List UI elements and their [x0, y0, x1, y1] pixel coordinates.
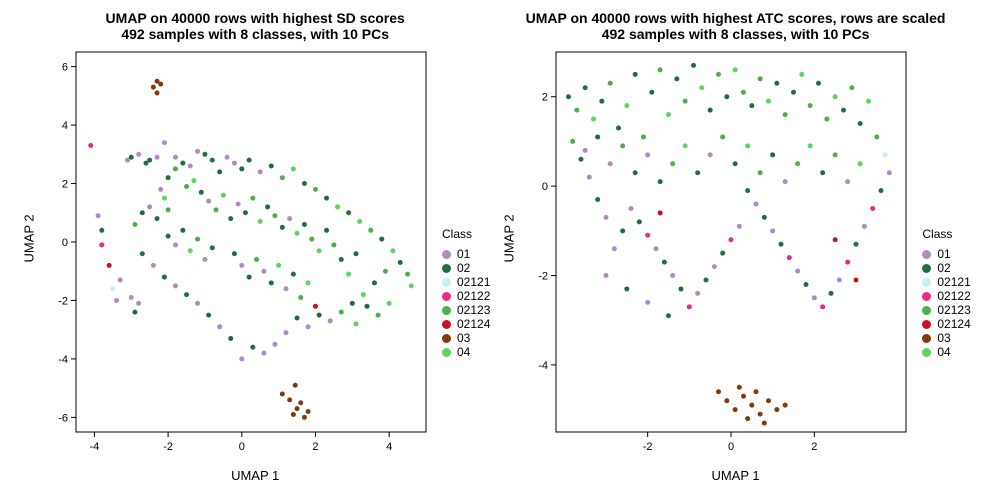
- legend-dot-icon: [922, 348, 931, 357]
- svg-text:4: 4: [386, 441, 392, 453]
- legend-item-02123: 02123: [922, 303, 970, 317]
- legend-item-03: 03: [442, 331, 490, 345]
- legend-item-04: 04: [922, 345, 970, 359]
- chart2-title-line1: UMAP on 40000 rows with highest ATC scor…: [526, 10, 946, 26]
- svg-text:-2: -2: [643, 441, 653, 453]
- svg-text:-2: -2: [539, 271, 549, 283]
- svg-text:0: 0: [239, 441, 245, 453]
- legend-label: 04: [937, 345, 950, 359]
- svg-text:4: 4: [62, 120, 68, 132]
- legend-dot-icon: [922, 264, 931, 273]
- legend-item-01: 01: [442, 247, 490, 261]
- legend-dot-icon: [442, 334, 451, 343]
- svg-text:2: 2: [62, 179, 68, 191]
- svg-text:-4: -4: [90, 441, 100, 453]
- legend-item-02121: 02121: [442, 275, 490, 289]
- chart2-title: UMAP on 40000 rows with highest ATC scor…: [526, 10, 946, 42]
- chart2-title-line2: 492 samples with 8 classes, with 10 PCs: [526, 26, 946, 42]
- legend-dot-icon: [922, 306, 931, 315]
- legend-label: 01: [457, 247, 470, 261]
- legend-item-02: 02: [442, 261, 490, 275]
- legend-label: 02: [937, 261, 950, 275]
- svg-text:6: 6: [62, 62, 68, 74]
- legend-item-03: 03: [922, 331, 970, 345]
- legend-dot-icon: [922, 320, 931, 329]
- legend-label: 02123: [457, 303, 490, 317]
- svg-text:-4: -4: [539, 360, 549, 372]
- legend-label: 02123: [937, 303, 970, 317]
- chart1-xlabel: UMAP 1: [231, 468, 279, 483]
- chart1-legend: Class 0102021210212202123021240304: [442, 147, 490, 359]
- legend-item-01: 01: [922, 247, 970, 261]
- legend-item-02122: 02122: [442, 289, 490, 303]
- svg-text:2: 2: [312, 441, 318, 453]
- legend-item-02122: 02122: [922, 289, 970, 303]
- chart1-title: UMAP on 40000 rows with highest SD score…: [106, 10, 405, 42]
- legend-label: 02121: [937, 275, 970, 289]
- legend-label: 02122: [937, 289, 970, 303]
- legend-label: 02122: [457, 289, 490, 303]
- legend-dot-icon: [442, 264, 451, 273]
- legend-item-02124: 02124: [442, 317, 490, 331]
- svg-text:0: 0: [542, 181, 548, 193]
- svg-text:0: 0: [728, 441, 734, 453]
- svg-text:-4: -4: [58, 354, 68, 366]
- chart2-legend: Class 0102021210212202123021240304: [922, 147, 970, 359]
- svg-text:-6: -6: [58, 412, 68, 424]
- svg-text:0: 0: [62, 237, 68, 249]
- chart2-plot: -2 0 2 -4 -2 0 2: [518, 46, 912, 460]
- legend-item-04: 04: [442, 345, 490, 359]
- legend-dot-icon: [922, 278, 931, 287]
- svg-text:-2: -2: [58, 295, 68, 307]
- legend-dot-icon: [922, 250, 931, 259]
- chart1-ylabel: UMAP 2: [22, 244, 37, 262]
- legend-dot-icon: [442, 250, 451, 259]
- svg-text:-2: -2: [163, 441, 173, 453]
- panel-right: UMAP on 40000 rows with highest ATC scor…: [500, 10, 970, 494]
- chart2-xlabel: UMAP 1: [711, 468, 759, 483]
- legend-label: 03: [457, 331, 470, 345]
- legend-dot-icon: [922, 334, 931, 343]
- legend-dot-icon: [922, 292, 931, 301]
- legend-dot-icon: [442, 306, 451, 315]
- chart1-title-line1: UMAP on 40000 rows with highest SD score…: [106, 10, 405, 26]
- legend-title-2: Class: [922, 227, 970, 241]
- svg-text:2: 2: [812, 441, 818, 453]
- legend-item-02123: 02123: [442, 303, 490, 317]
- svg-text:2: 2: [542, 92, 548, 104]
- chart2-ylabel: UMAP 2: [502, 244, 517, 262]
- legend-label: 03: [937, 331, 950, 345]
- legend-dot-icon: [442, 278, 451, 287]
- chart1-plot: -4 -2 0 2 4 -6 -4 -2 0 2 4 6: [38, 46, 432, 460]
- legend-dot-icon: [442, 348, 451, 357]
- legend-item-02: 02: [922, 261, 970, 275]
- chart1-title-line2: 492 samples with 8 classes, with 10 PCs: [106, 26, 405, 42]
- legend-label: 04: [457, 345, 470, 359]
- legend-dot-icon: [442, 292, 451, 301]
- legend-label: 02: [457, 261, 470, 275]
- panel-left: UMAP on 40000 rows with highest SD score…: [20, 10, 490, 494]
- legend-dot-icon: [442, 320, 451, 329]
- legend-label: 02124: [457, 317, 490, 331]
- legend-item-02124: 02124: [922, 317, 970, 331]
- legend-label: 01: [937, 247, 950, 261]
- legend-item-02121: 02121: [922, 275, 970, 289]
- legend-label: 02121: [457, 275, 490, 289]
- legend-title-1: Class: [442, 227, 490, 241]
- legend-label: 02124: [937, 317, 970, 331]
